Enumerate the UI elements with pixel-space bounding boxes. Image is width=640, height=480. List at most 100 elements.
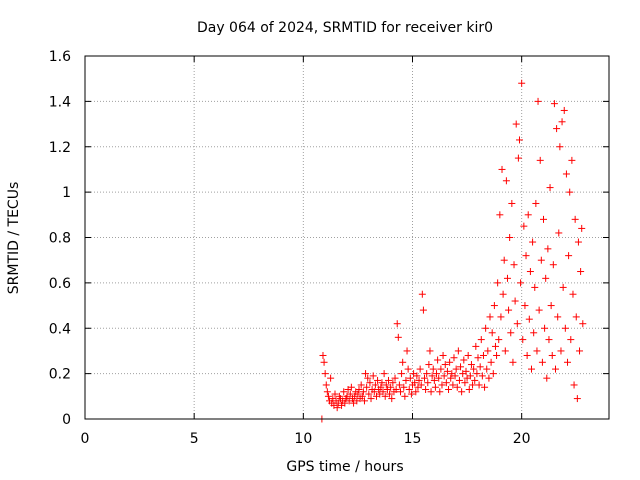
- data-point: [461, 379, 469, 387]
- data-point: [511, 297, 519, 305]
- data-point: [455, 376, 463, 384]
- data-point: [570, 381, 578, 389]
- data-point: [387, 383, 395, 391]
- data-point: [540, 215, 547, 223]
- data-point: [482, 324, 490, 332]
- data-point: [529, 238, 537, 246]
- data-point: [557, 347, 565, 355]
- data-point: [381, 392, 389, 400]
- data-point: [477, 336, 485, 344]
- data-point: [509, 358, 517, 366]
- data-point: [466, 372, 474, 380]
- data-point: [548, 351, 556, 359]
- data-point: [554, 313, 562, 321]
- data-point: [393, 320, 401, 328]
- data-point: [319, 351, 327, 359]
- data-point: [382, 381, 390, 389]
- data-point: [565, 252, 573, 260]
- data-point: [573, 395, 581, 403]
- data-point: [532, 199, 540, 207]
- data-point: [568, 156, 576, 164]
- data-point: [522, 252, 530, 260]
- data-point: [433, 370, 441, 378]
- data-point: [388, 395, 396, 403]
- data-point: [498, 165, 506, 173]
- data-point: [513, 320, 521, 328]
- data-point: [476, 363, 484, 371]
- data-point: [452, 365, 460, 373]
- data-point: [363, 383, 371, 391]
- data-point: [453, 383, 461, 391]
- data-point: [443, 367, 451, 375]
- data-point: [553, 125, 561, 133]
- data-point: [490, 302, 498, 310]
- data-point: [527, 365, 535, 373]
- data-point: [496, 211, 504, 219]
- y-tick-label: 0.6: [49, 276, 71, 292]
- data-point: [436, 388, 444, 396]
- data-point: [321, 370, 329, 378]
- data-point: [377, 383, 385, 391]
- data-point: [369, 372, 377, 380]
- data-point: [399, 358, 407, 366]
- data-point: [520, 222, 528, 230]
- data-point: [558, 118, 566, 126]
- y-tick-label: 1.6: [49, 49, 71, 65]
- data-point: [517, 279, 525, 287]
- data-point: [367, 395, 375, 403]
- data-point: [470, 365, 478, 373]
- data-point: [431, 383, 439, 391]
- data-point: [538, 358, 546, 366]
- data-point: [541, 324, 549, 332]
- data-point: [552, 365, 560, 373]
- data-point: [488, 329, 496, 337]
- data-point: [411, 379, 419, 387]
- data-point: [346, 390, 354, 398]
- data-point: [370, 388, 378, 396]
- data-point: [561, 324, 569, 332]
- data-point: [359, 388, 367, 396]
- data-point: [577, 268, 585, 276]
- data-point: [447, 374, 455, 382]
- data-point: [576, 347, 584, 355]
- data-point: [449, 381, 457, 389]
- data-point: [510, 261, 518, 269]
- data-point: [430, 376, 438, 384]
- data-point: [462, 367, 470, 375]
- data-point: [562, 170, 570, 178]
- data-point: [559, 283, 567, 291]
- data-point: [418, 290, 426, 298]
- data-point: [422, 386, 430, 394]
- data-point: [401, 392, 409, 400]
- data-point: [458, 388, 466, 396]
- data-point: [544, 245, 552, 253]
- data-point: [506, 234, 514, 241]
- data-point: [415, 376, 423, 384]
- y-tick-label: 0.2: [49, 367, 71, 383]
- data-point: [574, 238, 582, 246]
- data-point: [518, 79, 526, 87]
- data-point: [531, 283, 539, 291]
- data-point: [457, 363, 465, 371]
- data-point: [567, 336, 575, 344]
- data-point: [481, 383, 489, 391]
- data-point: [412, 388, 420, 396]
- data-point: [507, 329, 515, 337]
- data-point: [547, 302, 555, 310]
- data-point: [419, 306, 427, 314]
- data-point: [435, 374, 443, 382]
- data-point: [514, 154, 522, 162]
- data-point: [560, 106, 568, 114]
- data-point: [525, 315, 533, 323]
- data-point: [521, 302, 529, 310]
- chart-title: Day 064 of 2024, SRMTID for receiver kir…: [197, 20, 493, 36]
- data-point: [445, 386, 453, 394]
- data-point: [400, 383, 408, 391]
- y-tick-label: 0.4: [49, 321, 71, 337]
- data-point: [354, 390, 362, 398]
- data-point: [519, 336, 527, 344]
- data-point: [493, 351, 501, 359]
- data-point: [417, 381, 425, 389]
- data-point: [474, 354, 482, 362]
- data-point: [442, 379, 450, 387]
